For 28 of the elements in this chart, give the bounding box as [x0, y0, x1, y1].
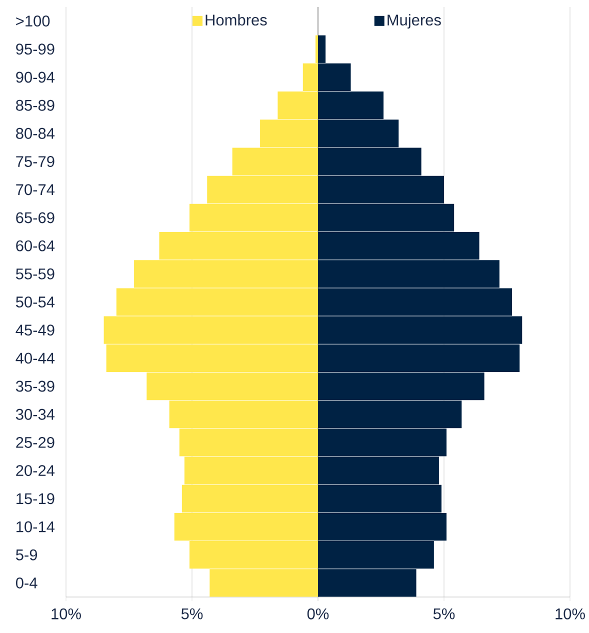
y-tick-label: 5-9 [16, 549, 38, 560]
y-tick-label: 50-54 [16, 296, 55, 308]
y-tick-label: 25-29 [16, 436, 54, 448]
x-tick-label: 0% [307, 608, 329, 620]
y-tick-label: 80-84 [16, 128, 55, 139]
x-tick-label: 5% [433, 608, 455, 620]
y-tick-label: 20-24 [16, 465, 55, 476]
y-tick-label: 65-69 [16, 212, 54, 224]
y-tick-label: 35-39 [16, 380, 54, 392]
y-tick-label: 85-89 [16, 100, 54, 111]
x-tick-label: 10% [556, 608, 585, 620]
y-tick-label: >100 [16, 16, 50, 27]
x-tick-label: 10% [52, 608, 81, 620]
y-tick-label: 60-64 [16, 240, 55, 252]
y-tick-label: 75-79 [16, 156, 54, 168]
y-tick-label: 45-49 [16, 324, 54, 336]
y-tick-label: 30-34 [16, 408, 55, 420]
legend-label: Mujeres [388, 14, 441, 29]
y-tick-label: 40-44 [16, 352, 55, 364]
legend-label: Hombres [206, 14, 267, 26]
x-tick-label: 5% [181, 608, 203, 620]
y-tick-label: 55-59 [16, 268, 54, 280]
y-tick-label: 70-74 [16, 184, 55, 196]
y-tick-label: 0-4 [16, 577, 38, 588]
y-tick-label: 90-94 [16, 72, 55, 83]
y-tick-label: 15-19 [16, 493, 54, 504]
y-tick-label: 10-14 [16, 521, 55, 532]
y-tick-label: 95-99 [16, 44, 54, 55]
